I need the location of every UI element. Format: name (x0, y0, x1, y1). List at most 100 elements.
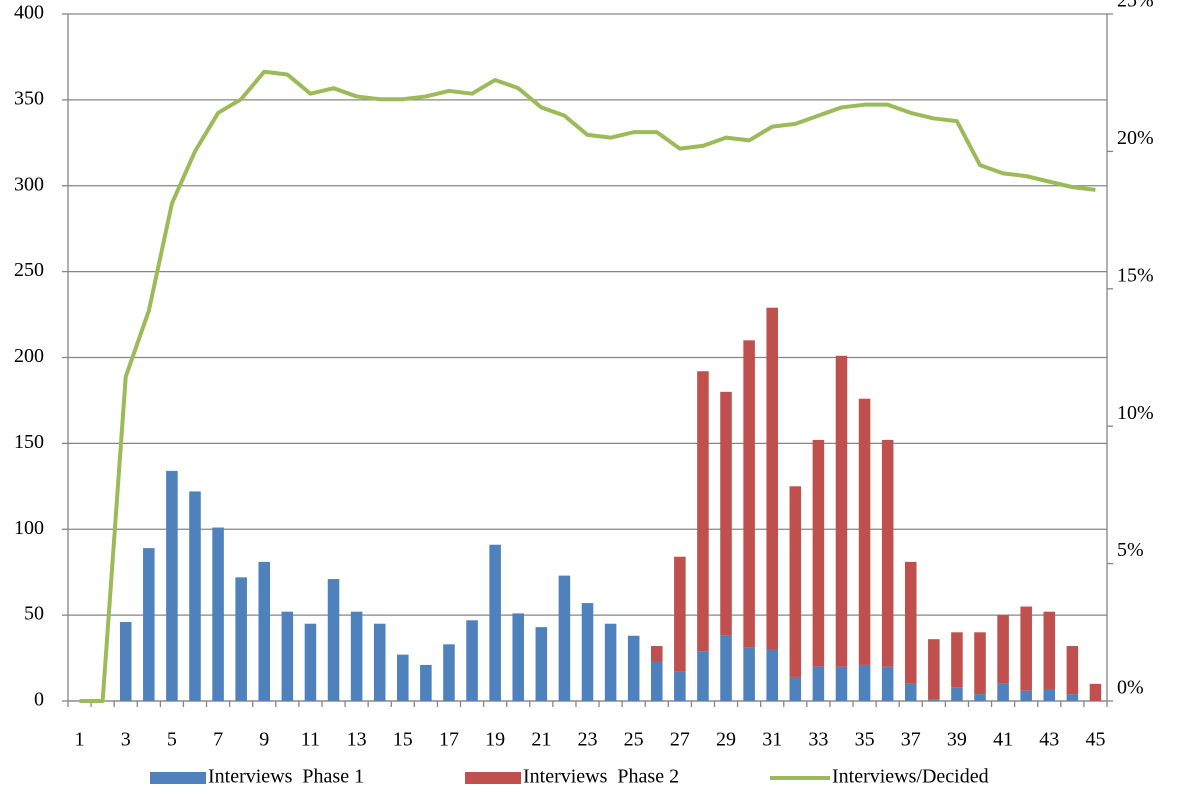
legend-label: Interviews Phase 1 (208, 766, 364, 788)
x-tick-label: 41 (993, 729, 1013, 751)
bar (789, 486, 802, 677)
bar (604, 623, 617, 701)
bar (650, 646, 663, 662)
bar (812, 666, 825, 701)
y2-tick-label: 25% (1117, 0, 1154, 12)
bar (881, 666, 894, 701)
y-tick-label: 0 (34, 689, 44, 711)
bar (304, 623, 317, 701)
y2-tick-label: 5% (1117, 539, 1144, 561)
bar (1043, 688, 1056, 701)
x-tick-label: 5 (167, 729, 177, 751)
legend-swatch (465, 772, 521, 784)
bar (143, 548, 155, 701)
x-tick-label: 43 (1039, 729, 1059, 751)
bar (119, 621, 132, 701)
x-tick-label: 19 (485, 729, 505, 751)
bar (951, 687, 963, 701)
x-tick-label: 31 (762, 729, 782, 751)
x-tick-label: 37 (901, 729, 921, 751)
y2-tick-label: 20% (1117, 127, 1154, 149)
x-tick-label: 11 (301, 729, 320, 751)
x-tick-label: 1 (75, 729, 85, 751)
bar (743, 647, 755, 701)
bar (650, 661, 663, 701)
x-tick-label: 3 (121, 729, 131, 751)
bar (697, 371, 709, 652)
y-tick-label: 250 (14, 259, 44, 281)
bar (258, 561, 271, 701)
x-tick-label: 9 (259, 729, 269, 751)
bar (1089, 683, 1102, 701)
x-tick-label: 25 (624, 729, 644, 751)
bar (535, 627, 548, 701)
bar (1020, 606, 1032, 691)
x-tick-label: 45 (1085, 729, 1105, 751)
bar (397, 654, 409, 701)
bar (627, 635, 640, 701)
bar (166, 470, 178, 701)
bar (281, 611, 294, 701)
y2-tick-label: 10% (1117, 402, 1154, 424)
bar (327, 579, 340, 701)
bar (858, 398, 871, 665)
bar (997, 683, 1009, 701)
x-tick-label: 7 (213, 729, 223, 751)
bar (581, 603, 594, 701)
bar (1066, 646, 1079, 695)
legend-swatch (150, 772, 206, 784)
x-tick-label: 17 (439, 729, 459, 751)
bar (997, 615, 1009, 684)
bar (443, 644, 455, 701)
bar (373, 623, 386, 701)
bar (904, 683, 917, 701)
x-tick-label: 15 (393, 729, 413, 751)
bar (743, 340, 755, 648)
y-tick-label: 150 (14, 431, 44, 453)
x-tick-label: 35 (855, 729, 875, 751)
bar (766, 649, 778, 701)
bar (212, 527, 224, 701)
y-tick-label: 100 (14, 517, 44, 539)
bar (1020, 690, 1032, 701)
y2-tick-label: 0% (1117, 677, 1144, 699)
x-tick-label: 39 (947, 729, 967, 751)
bar (674, 556, 686, 672)
legend-label: Interviews Phase 2 (523, 766, 679, 788)
y-tick-label: 50 (24, 603, 44, 625)
bar (720, 635, 732, 701)
bar (558, 575, 571, 701)
y-tick-label: 400 (14, 2, 44, 24)
bar (951, 632, 963, 688)
bar (928, 699, 940, 701)
bar (835, 666, 848, 701)
y2-tick-label: 15% (1117, 264, 1154, 286)
bar (835, 355, 848, 667)
x-tick-label: 33 (808, 729, 828, 751)
bar (928, 639, 940, 700)
bar (512, 613, 525, 701)
bar (789, 676, 802, 701)
x-tick-label: 13 (347, 729, 367, 751)
bar (466, 620, 478, 701)
bar (766, 307, 778, 650)
y-tick-label: 200 (14, 345, 44, 367)
bar (489, 544, 501, 701)
bar (858, 664, 871, 701)
bar (1066, 694, 1079, 701)
bar (812, 439, 825, 667)
bar (674, 671, 686, 701)
bar (720, 391, 732, 636)
bar (974, 694, 986, 701)
bar (904, 561, 917, 684)
bar (189, 491, 201, 701)
x-tick-label: 29 (716, 729, 736, 751)
x-tick-label: 21 (531, 729, 551, 751)
bar (420, 664, 432, 701)
bar (881, 439, 894, 667)
bar (974, 632, 986, 695)
y-tick-label: 300 (14, 173, 44, 195)
line (79, 69, 1096, 703)
bar (697, 651, 709, 701)
